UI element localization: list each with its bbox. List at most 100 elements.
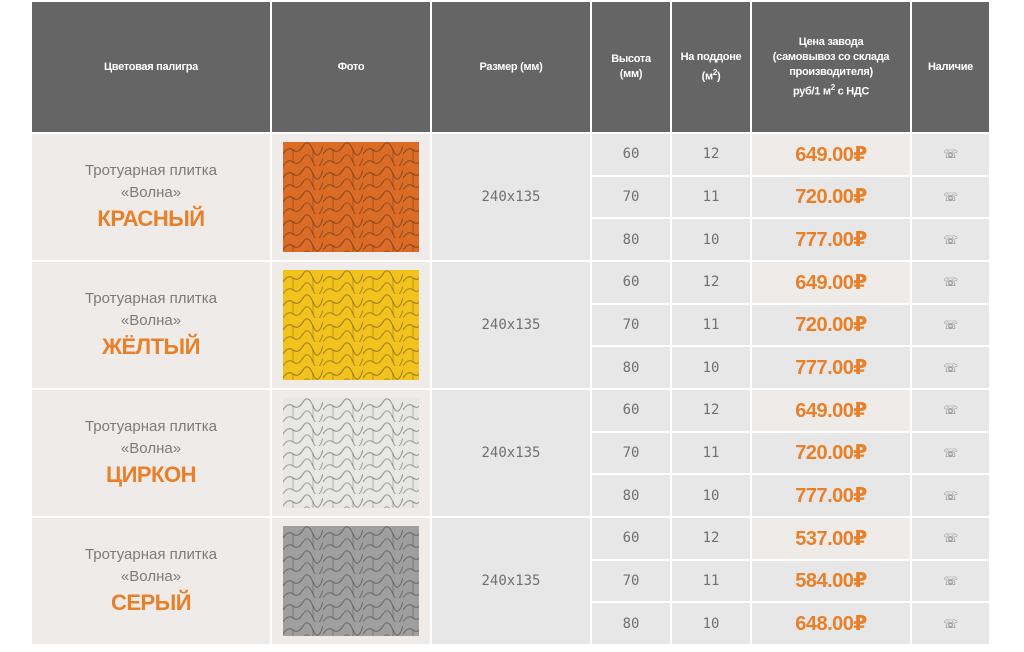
- availability-cell[interactable]: ☏: [910, 132, 991, 177]
- photo-cell[interactable]: [270, 260, 432, 390]
- price-cell: 720.00₽: [750, 174, 912, 220]
- pallet-cell: 10: [670, 217, 752, 262]
- table-row: 80 10 648.00₽ ☏: [31, 601, 991, 646]
- paving-photo: [283, 142, 419, 252]
- availability-cell[interactable]: ☏: [910, 174, 991, 220]
- phone-icon[interactable]: ☏: [942, 275, 958, 290]
- header-price-line4: руб/1 м: [792, 85, 831, 98]
- phone-icon[interactable]: ☏: [942, 573, 958, 588]
- product-type: Тротуарная плитка: [84, 162, 217, 179]
- header-price-line1: Цена завода: [798, 35, 864, 48]
- size-cell: 240x135: [430, 516, 592, 646]
- availability-cell[interactable]: ☏: [910, 302, 991, 348]
- height-cell: 70: [590, 302, 672, 348]
- pallet-cell: 12: [670, 260, 752, 305]
- color-name: ЖЁЛТЫЙ: [102, 334, 200, 359]
- availability-cell[interactable]: ☏: [910, 558, 991, 604]
- table-row: 70 11 720.00₽ ☏: [31, 174, 991, 220]
- header-pallet-line2: (м: [701, 70, 714, 83]
- height-cell: 60: [590, 388, 672, 433]
- paving-photo: [283, 270, 419, 380]
- header-price: Цена завода (самовывоз со склада произво…: [750, 0, 912, 134]
- header-price-line2: (самовывоз со склада: [772, 50, 890, 63]
- table-body: Тротуарная плитка «Волна» КРАСНЫЙ 240x135 60…: [30, 132, 991, 646]
- table-row: 80 10 777.00₽ ☏: [31, 473, 991, 518]
- pallet-cell: 10: [670, 345, 752, 390]
- header-photo: Фото: [270, 0, 432, 134]
- price-cell: 649.00₽: [750, 388, 912, 433]
- phone-icon[interactable]: ☏: [942, 531, 958, 546]
- pallet-cell: 11: [670, 430, 752, 476]
- height-cell: 60: [590, 132, 672, 177]
- price-cell: 777.00₽: [750, 473, 912, 518]
- pallet-cell: 12: [670, 132, 752, 177]
- product-model: «Волна»: [120, 440, 182, 457]
- pallet-cell: 10: [670, 473, 752, 518]
- pallet-cell: 12: [670, 388, 752, 433]
- color-cell: Тротуарная плитка «Волна» КРАСНЫЙ: [30, 132, 272, 262]
- availability-cell[interactable]: ☏: [910, 217, 991, 262]
- availability-cell[interactable]: ☏: [910, 345, 991, 390]
- photo-cell[interactable]: [270, 388, 432, 518]
- product-type: Тротуарная плитка: [84, 546, 217, 563]
- phone-icon[interactable]: ☏: [942, 232, 958, 247]
- header-availability: Наличие: [910, 0, 991, 134]
- phone-icon[interactable]: ☏: [942, 616, 958, 631]
- phone-icon[interactable]: ☏: [942, 317, 958, 332]
- table-row: 70 11 720.00₽ ☏: [31, 430, 991, 476]
- price-cell: 777.00₽: [750, 345, 912, 390]
- phone-icon[interactable]: ☏: [942, 360, 958, 375]
- height-cell: 70: [590, 558, 672, 604]
- photo-cell[interactable]: [270, 132, 432, 262]
- availability-cell[interactable]: ☏: [910, 601, 991, 646]
- phone-icon[interactable]: ☏: [942, 403, 958, 418]
- pallet-cell: 11: [670, 558, 752, 604]
- price-cell: 584.00₽: [750, 558, 912, 604]
- header-price-sup: 2: [830, 82, 835, 92]
- table-row: 80 10 777.00₽ ☏: [31, 345, 991, 390]
- phone-icon[interactable]: ☏: [942, 147, 958, 162]
- header-price-line3: производителя): [789, 65, 873, 78]
- height-cell: 80: [590, 345, 672, 390]
- availability-cell[interactable]: ☏: [910, 473, 991, 518]
- availability-cell[interactable]: ☏: [910, 516, 991, 561]
- color-cell: Тротуарная плитка «Волна» СЕРЫЙ: [30, 516, 272, 646]
- pallet-cell: 11: [670, 174, 752, 220]
- phone-icon[interactable]: ☏: [942, 445, 958, 460]
- color-name: СЕРЫЙ: [110, 590, 192, 615]
- availability-cell[interactable]: ☏: [910, 260, 991, 305]
- product-model: «Волна»: [120, 568, 182, 585]
- header-height: Высота (мм): [590, 0, 672, 134]
- table-row: 70 11 584.00₽ ☏: [31, 558, 991, 604]
- phone-icon[interactable]: ☏: [942, 189, 958, 204]
- phone-icon[interactable]: ☏: [942, 488, 958, 503]
- height-cell: 80: [590, 473, 672, 518]
- product-type: Тротуарная плитка: [84, 290, 217, 307]
- availability-cell[interactable]: ☏: [910, 430, 991, 476]
- table-row: Тротуарная плитка «Волна» ЖЁЛТЫЙ 240x135 60 1…: [30, 260, 991, 390]
- table-row: Тротуарная плитка «Волна» КРАСНЫЙ 240x135 60…: [30, 132, 991, 262]
- table-row: Тротуарная плитка «Волна» СЕРЫЙ 240x135 60 12…: [30, 516, 991, 646]
- price-cell: 777.00₽: [750, 217, 912, 262]
- color-name: ЦИРКОН: [106, 462, 196, 487]
- height-cell: 70: [590, 430, 672, 476]
- product-model: «Волна»: [120, 184, 182, 201]
- size-cell: 240x135: [430, 388, 592, 518]
- price-cell: 537.00₽: [750, 516, 912, 561]
- size-cell: 240x135: [430, 260, 592, 390]
- product-type: Тротуарная плитка: [84, 418, 217, 435]
- paving-photo: [283, 398, 419, 508]
- photo-cell[interactable]: [270, 516, 432, 646]
- pallet-cell: 12: [670, 516, 752, 561]
- pallet-cell: 10: [670, 601, 752, 646]
- size-cell: 240x135: [430, 132, 592, 262]
- availability-cell[interactable]: ☏: [910, 388, 991, 433]
- header-height-line2: (мм): [619, 68, 643, 80]
- header-price-line4-suffix: с НДС: [834, 85, 870, 98]
- price-cell: 720.00₽: [750, 430, 912, 476]
- color-name: КРАСНЫЙ: [97, 206, 205, 231]
- table-row: Тротуарная плитка «Волна» ЦИРКОН 240x135 60 1…: [30, 388, 991, 518]
- price-table: Цветовая палигра Фото Размер (мм) Высота…: [30, 0, 991, 646]
- table-header-row: Цветовая палигра Фото Размер (мм) Высота…: [30, 0, 991, 134]
- pallet-cell: 11: [670, 302, 752, 348]
